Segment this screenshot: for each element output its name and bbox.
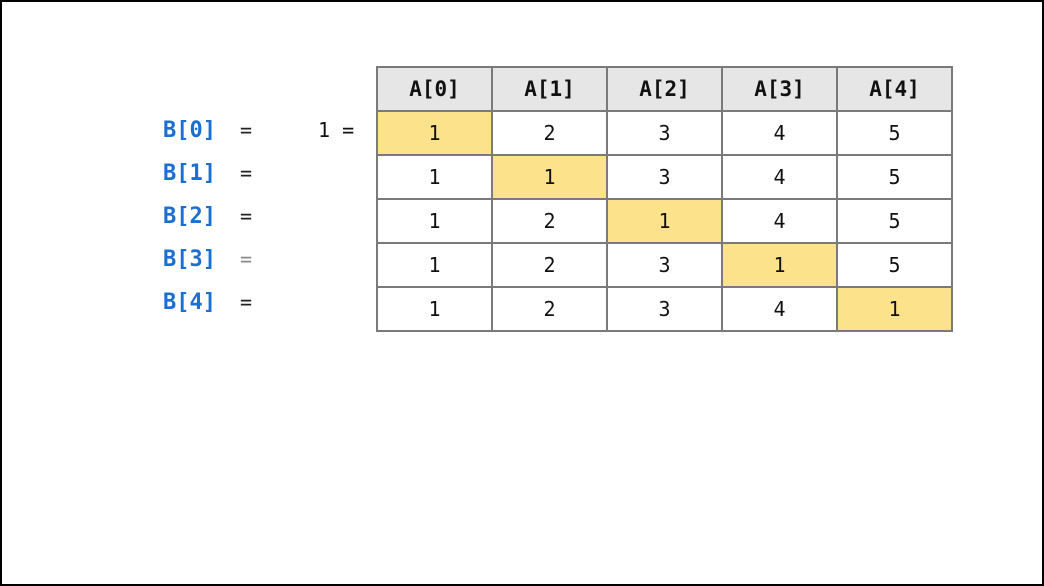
- table-row: 1 2 3 4 1: [376, 286, 953, 332]
- column-header: A[4]: [836, 66, 953, 112]
- table-cell: 4: [721, 154, 838, 200]
- table-cell: 1: [376, 242, 493, 288]
- table-cell: 4: [721, 110, 838, 156]
- table-cell: 1: [376, 198, 493, 244]
- column-header: A[0]: [376, 66, 493, 112]
- table-cell: 3: [606, 110, 723, 156]
- table-cell: 1: [836, 286, 953, 332]
- table-cell: 5: [836, 242, 953, 288]
- table-cell: 5: [836, 198, 953, 244]
- b-name: B[2]: [163, 204, 216, 229]
- equals-sign: =: [240, 161, 253, 185]
- table-cell: 1: [376, 286, 493, 332]
- table-row: 1 2 3 1 5: [376, 242, 953, 288]
- b-name: B[0]: [163, 118, 216, 143]
- table-cell: 2: [491, 286, 608, 332]
- table-row: 1 2 3 4 5: [376, 110, 953, 156]
- equals-sign: =: [240, 118, 253, 142]
- column-header: A[1]: [491, 66, 608, 112]
- table-cell: 3: [606, 242, 723, 288]
- equals-sign: =: [240, 204, 253, 228]
- table-cell: 3: [606, 154, 723, 200]
- column-header: A[3]: [721, 66, 838, 112]
- table-cell: 1: [606, 198, 723, 244]
- b-name: B[1]: [163, 161, 216, 186]
- column-header: A[2]: [606, 66, 723, 112]
- table-cell: 2: [491, 110, 608, 156]
- equals-sign: =: [240, 247, 253, 271]
- prefix-expression: 1 =: [318, 118, 355, 142]
- table-cell: 2: [491, 242, 608, 288]
- header-row: A[0] A[1] A[2] A[3] A[4]: [376, 66, 953, 112]
- table-row: 1 2 1 4 5: [376, 198, 953, 244]
- table-cell: 1: [491, 154, 608, 200]
- table-row: 1 1 3 4 5: [376, 154, 953, 200]
- table-cell: 4: [721, 198, 838, 244]
- table-cell: 1: [376, 110, 493, 156]
- array-table: A[0] A[1] A[2] A[3] A[4] 1 2 3 4 5 1 1 3…: [376, 66, 953, 332]
- table-cell: 4: [721, 286, 838, 332]
- b-name: B[4]: [163, 290, 216, 315]
- b-name: B[3]: [163, 247, 216, 272]
- equals-sign: =: [240, 290, 253, 314]
- table-cell: 1: [721, 242, 838, 288]
- table-cell: 1: [376, 154, 493, 200]
- table-cell: 5: [836, 154, 953, 200]
- table-cell: 2: [491, 198, 608, 244]
- table-cell: 5: [836, 110, 953, 156]
- table-cell: 3: [606, 286, 723, 332]
